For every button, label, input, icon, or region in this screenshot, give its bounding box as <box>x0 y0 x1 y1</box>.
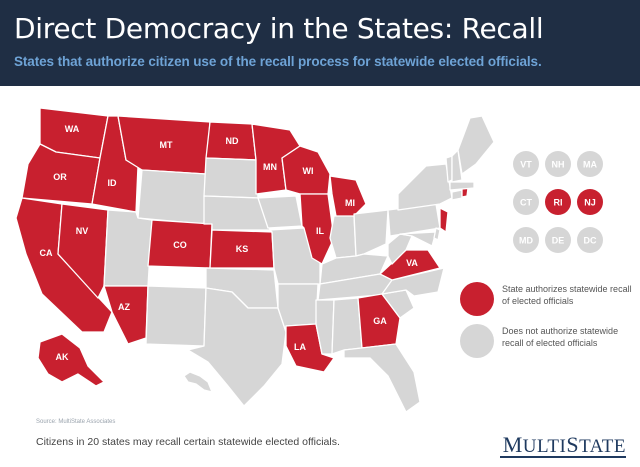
state-label-nv: NV <box>76 226 89 236</box>
state-label-co: CO <box>173 240 187 250</box>
state-label-ca: CA <box>40 248 53 258</box>
state-sd <box>203 157 259 199</box>
small-state-ri <box>545 189 571 215</box>
state-wi <box>281 145 331 195</box>
state-ny <box>397 163 453 211</box>
small-state-md <box>513 227 539 253</box>
small-state-dc <box>577 227 603 253</box>
state-az <box>103 285 149 345</box>
legend-no-recall: Does not authorize statewide recall of e… <box>460 320 640 360</box>
state-label-ga: GA <box>373 316 387 326</box>
state-label-ak: AK <box>56 352 69 362</box>
state-nh <box>451 149 463 183</box>
small-state-label-vt: VT <box>520 160 532 170</box>
small-state-de <box>545 227 571 253</box>
state-ak <box>37 333 105 387</box>
state-label-wi: WI <box>303 166 314 176</box>
small-state-label-nh: NH <box>552 160 565 170</box>
state-ga <box>357 293 401 349</box>
page-subtitle: States that authorize citizen use of the… <box>14 54 542 69</box>
small-state-ma <box>577 151 603 177</box>
state-label-id: ID <box>108 178 118 188</box>
state-label-wa: WA <box>65 124 80 134</box>
state-label-mt: MT <box>160 140 173 150</box>
small-state-label-ma: MA <box>583 160 597 170</box>
small-state-vt <box>513 151 539 177</box>
header-banner: Direct Democracy in the States: Recall S… <box>0 0 640 86</box>
state-nj <box>439 207 449 233</box>
logo-underline <box>500 456 626 458</box>
state-il <box>299 193 335 265</box>
footnote: Citizens in 20 states may recall certain… <box>36 436 340 448</box>
state-label-nd: ND <box>226 136 239 146</box>
source-note: Source: MultiState Associates <box>36 419 116 425</box>
state-label-az: AZ <box>118 302 130 312</box>
state-al <box>331 297 363 355</box>
state-in <box>329 215 357 259</box>
state-label-il: IL <box>316 226 325 236</box>
state-label-mi: MI <box>345 198 355 208</box>
legend-recall-label: State authorizes statewide recall of ele… <box>502 284 632 306</box>
legend-no-recall-swatch <box>460 324 494 358</box>
page-title: Direct Democracy in the States: Recall <box>14 12 544 45</box>
small-state-nj <box>577 189 603 215</box>
state-label-mn: MN <box>263 162 277 172</box>
small-state-label-ri: RI <box>554 198 563 208</box>
state-md <box>399 231 437 247</box>
state-label-or: OR <box>53 172 67 182</box>
legend-recall: State authorizes statewide recall of ele… <box>460 278 640 318</box>
state-oh <box>353 209 389 257</box>
legend-recall-swatch <box>460 282 494 316</box>
state-mi <box>329 175 367 219</box>
state-nv <box>57 203 109 299</box>
small-state-label-md: MD <box>519 236 533 246</box>
state-de <box>433 227 441 241</box>
state-ct <box>451 189 463 201</box>
small-state-label-dc: DC <box>584 236 597 246</box>
state-nc <box>381 267 445 297</box>
small-state-nh <box>545 151 571 177</box>
state-label-la: LA <box>294 342 306 352</box>
state-pa <box>387 203 441 237</box>
small-state-label-ct: CT <box>520 198 532 208</box>
small-state-ct <box>513 189 539 215</box>
state-nm <box>145 285 207 347</box>
state-wy <box>137 169 207 225</box>
small-state-label-de: DE <box>552 236 565 246</box>
state-ut <box>103 209 153 287</box>
multistate-logo: MULTISTATE <box>502 432 626 457</box>
state-ms <box>315 299 335 355</box>
state-label-va: VA <box>406 258 418 268</box>
state-ma <box>449 181 475 191</box>
legend-no-recall-label: Does not authorize statewide recall of e… <box>502 326 619 348</box>
state-hi <box>183 371 213 393</box>
state-fl <box>343 343 421 413</box>
state-me <box>457 115 495 175</box>
state-label-ks: KS <box>236 244 249 254</box>
us-recall-map: WA OR CA NV ID MT AZ CO ND MN KS WI IL MI LA GA VA AK VT NH… <box>15 107 603 413</box>
small-state-label-nj: NJ <box>584 198 596 208</box>
